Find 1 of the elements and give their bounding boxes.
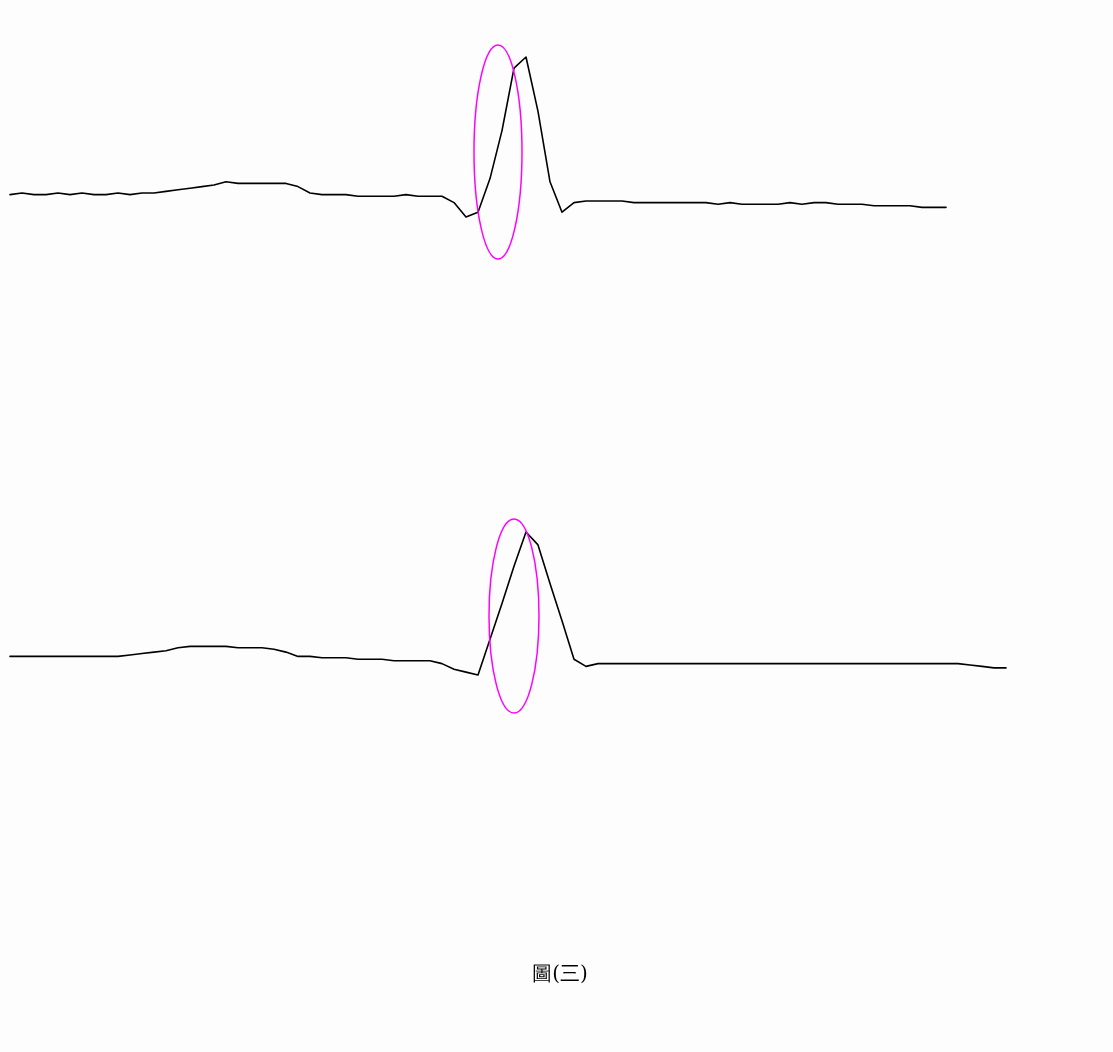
text: 圖(三) <box>532 961 588 985</box>
